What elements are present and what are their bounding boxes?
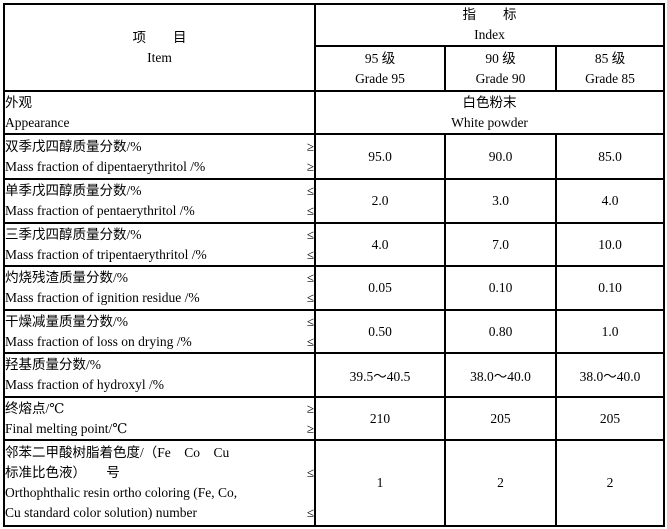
lte-symbol: ≤ [306, 505, 314, 520]
row-ignition-residue-zh: 灼烧残渣质量分数/% [5, 270, 128, 285]
grade-90-en: Grade 90 [475, 70, 526, 86]
dipentaerythritol-grade95-value: 95.0 [314, 133, 446, 180]
ignition-residue-grade85-value: 0.10 [554, 265, 666, 311]
row-dipentaerythritol-zh: 双季戊四醇质量分数/% [5, 138, 142, 154]
row-dipentaerythritol: 双季戊四醇质量分数/% ≥ Mass fraction of dipentaery… [3, 133, 666, 180]
row-hydroxyl-label-cell: 羟基质量分数/% Mass fraction of hydroxyl /% [3, 352, 316, 398]
row-coloring-number-label-cell: 邻苯二甲酸树脂着色度/（Fe Co Cu 标准比色液） 号 ≤ Orthophth… [3, 439, 316, 527]
row-appearance-en: Appearance [5, 114, 70, 130]
row-coloring-number: 邻苯二甲酸树脂着色度/（Fe Co Cu 标准比色液） 号 ≤ Orthophth… [3, 439, 666, 527]
header-item-cell: 项 目 Item [3, 3, 316, 92]
lte-symbol: ≤ [306, 333, 314, 349]
pentaerythritol-grade85-value: 4.0 [554, 178, 666, 224]
gte-symbol: ≥ [306, 420, 314, 436]
row-pentaerythritol-en: Mass fraction of pentaerythritol /% [5, 203, 195, 218]
row-pentaerythritol-label-cell: 单季戊四醇质量分数/% ≤ Mass fraction of pentaeryth… [3, 178, 316, 224]
row-final-melting-point-en: Final melting point/℃ [5, 420, 128, 436]
header-item-en: Item [147, 49, 172, 65]
row-tripentaerythritol-zh: 三季戊四醇质量分数/% [5, 226, 142, 242]
row-hydroxyl-en: Mass fraction of hydroxyl /% [5, 377, 164, 392]
hydroxyl-grade85-value: 38.0～40.0 [554, 352, 666, 398]
tripentaerythritol-grade90-value: 7.0 [444, 222, 557, 267]
tripentaerythritol-grade85-value: 10.0 [554, 222, 666, 267]
row-ignition-residue: 灼烧残渣质量分数/% ≤ Mass fraction of ignition re… [3, 265, 666, 311]
coloring-number-grade85-value: 2 [554, 439, 666, 527]
header-index-en: Index [474, 27, 505, 42]
row-pentaerythritol-zh: 单季戊四醇质量分数/% [5, 183, 142, 198]
row-ignition-residue-label-cell: 灼烧残渣质量分数/% ≤ Mass fraction of ignition re… [3, 265, 316, 311]
gte-symbol: ≥ [306, 158, 314, 174]
pentaerythritol-grade90-value: 3.0 [444, 178, 557, 224]
row-dipentaerythritol-label-cell: 双季戊四醇质量分数/% ≥ Mass fraction of dipentaery… [3, 133, 316, 180]
row-tripentaerythritol-en: Mass fraction of tripentaerythritol /% [5, 246, 207, 262]
row-appearance-label-cell: 外观 Appearance [3, 90, 316, 135]
lte-symbol: ≤ [306, 203, 314, 218]
appearance-value-zh: 白色粉末 [462, 94, 517, 110]
row-tripentaerythritol: 三季戊四醇质量分数/% ≤ Mass fraction of tripentaer… [3, 222, 666, 267]
row-ignition-residue-en: Mass fraction of ignition residue /% [5, 290, 200, 305]
row-hydroxyl: 羟基质量分数/% Mass fraction of hydroxyl /% 39… [3, 352, 666, 398]
header-grade-85-cell: 85 级 Grade 85 [554, 45, 666, 92]
header-grade-95-cell: 95 级 Grade 95 [314, 45, 446, 92]
row-hydroxyl-zh: 羟基质量分数/% [5, 357, 101, 372]
row-coloring-number-zh-line1: 邻苯二甲酸树脂着色度/（Fe Co Cu [5, 445, 230, 460]
row-appearance-zh: 外观 [5, 94, 32, 110]
dipentaerythritol-grade85-value: 85.0 [554, 133, 666, 180]
row-final-melting-point: 终熔点/℃ ≥ Final melting point/℃ ≥ 210 205 20… [3, 396, 666, 441]
header-index-zh: 指 标 [462, 7, 517, 22]
ignition-residue-grade95-value: 0.05 [314, 265, 446, 311]
header-row-grades: 95 级 Grade 95 90 级 Grade 90 85 级 Grade 8… [4, 45, 666, 92]
row-coloring-number-en-line1: Orthophthalic resin ortho coloring (Fe, … [5, 485, 238, 500]
pentaerythritol-grade95-value: 2.0 [314, 178, 446, 224]
lte-symbol: ≤ [306, 226, 314, 242]
hydroxyl-grade95-value: 39.5～40.5 [314, 352, 446, 398]
grade-95-zh: 95 级 [364, 50, 396, 66]
row-loss-on-drying-zh: 干燥减量质量分数/% [5, 313, 128, 329]
grade-95-en: Grade 95 [355, 70, 405, 86]
grade-85-zh: 85 级 [594, 50, 626, 66]
header-grade-90-cell: 90 级 Grade 90 [444, 45, 557, 92]
lte-symbol: ≤ [306, 465, 314, 480]
appearance-value-en: White powder [451, 114, 528, 130]
row-tripentaerythritol-label-cell: 三季戊四醇质量分数/% ≤ Mass fraction of tripentaer… [3, 222, 316, 267]
lte-symbol: ≤ [306, 270, 314, 285]
row-loss-on-drying-label-cell: 干燥减量质量分数/% ≤ Mass fraction of loss on dry… [3, 309, 316, 354]
lte-symbol: ≤ [306, 313, 314, 329]
lte-symbol: ≤ [306, 246, 314, 262]
row-coloring-number-zh-line2: 标准比色液） 号 [5, 465, 120, 480]
final-melting-point-grade95-value: 210 [314, 396, 446, 441]
row-pentaerythritol: 单季戊四醇质量分数/% ≤ Mass fraction of pentaeryth… [3, 178, 666, 224]
dipentaerythritol-grade90-value: 90.0 [444, 133, 557, 180]
header-row-index: 项 目 Item 指 标 Index [3, 3, 666, 92]
row-appearance-value-cell: 白色粉末 White powder [313, 90, 666, 135]
tripentaerythritol-grade95-value: 4.0 [314, 222, 446, 267]
ignition-residue-grade90-value: 0.10 [444, 265, 557, 311]
header-index-cell: 指 标 Index [313, 3, 666, 47]
loss-on-drying-grade90-value: 0.80 [444, 309, 557, 354]
row-appearance: 外观 Appearance 白色粉末 White powder [3, 90, 666, 135]
header-item-zh: 项 目 [132, 29, 187, 45]
lte-symbol: ≤ [306, 183, 314, 198]
loss-on-drying-grade85-value: 1.0 [554, 309, 666, 354]
final-melting-point-grade85-value: 205 [554, 396, 666, 441]
gte-symbol: ≥ [306, 138, 314, 154]
row-loss-on-drying-en: Mass fraction of loss on drying /% [5, 333, 192, 349]
grade-85-en: Grade 85 [585, 70, 635, 86]
coloring-number-grade90-value: 2 [444, 439, 557, 527]
grade-90-zh: 90 级 [485, 50, 516, 66]
row-loss-on-drying: 干燥减量质量分数/% ≤ Mass fraction of loss on dry… [3, 309, 666, 354]
hydroxyl-grade90-value: 38.0～40.0 [444, 352, 557, 398]
coloring-number-grade95-value: 1 [314, 439, 446, 527]
row-dipentaerythritol-en: Mass fraction of dipentaerythritol /% [5, 158, 206, 174]
gte-symbol: ≥ [306, 400, 314, 416]
spec-table: 项 目 Item 指 标 Index 95 级 Grade 95 90 级 Gr… [3, 3, 666, 527]
row-final-melting-point-zh: 终熔点/℃ [5, 400, 65, 416]
loss-on-drying-grade95-value: 0.50 [314, 309, 446, 354]
lte-symbol: ≤ [306, 290, 314, 305]
row-coloring-number-en-line2: Cu standard color solution) number [5, 505, 197, 520]
row-final-melting-point-label-cell: 终熔点/℃ ≥ Final melting point/℃ ≥ [3, 396, 316, 441]
final-melting-point-grade90-value: 205 [444, 396, 557, 441]
